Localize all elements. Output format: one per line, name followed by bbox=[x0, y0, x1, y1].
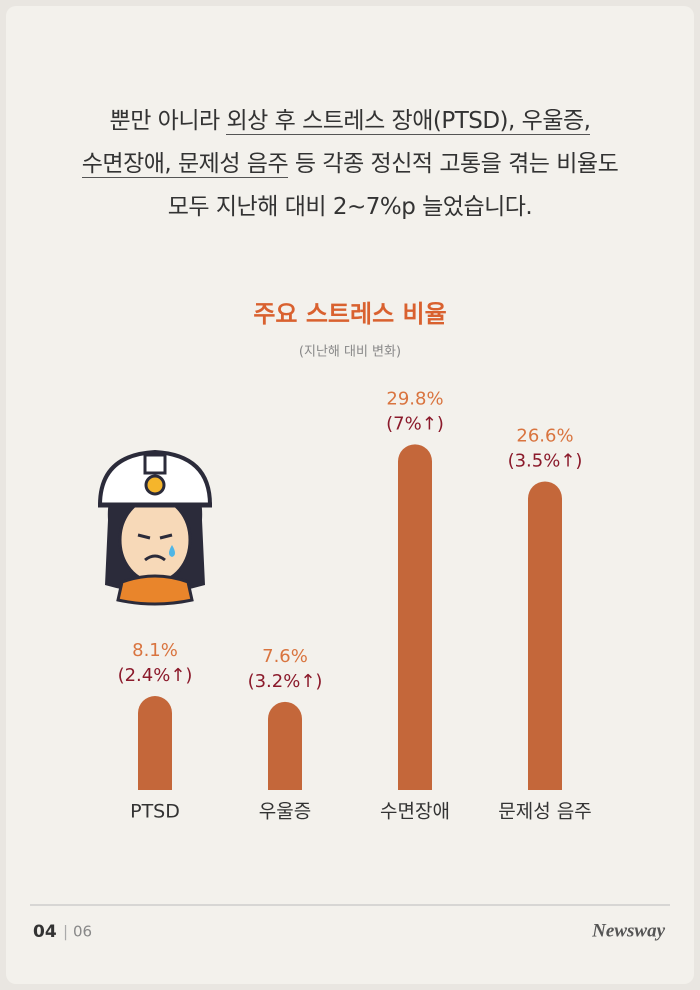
intro-segment: 수면장애, 문제성 음주 bbox=[81, 151, 289, 178]
intro-segment: 외상 후 스트레스 장애(PTSD), 우울증, bbox=[226, 108, 591, 135]
intro-line: 모두 지난해 대비 2~7%p 늘었습니다. bbox=[0, 186, 700, 229]
chart-subtitle: (지난해 대비 변화) bbox=[299, 345, 401, 360]
change-label: (3.5%↑) bbox=[508, 450, 583, 471]
brand: Newsway bbox=[591, 920, 665, 941]
value-label: 7.6% bbox=[262, 646, 308, 667]
intro-segment: 모두 지난해 대비 2~7%p 늘었습니다. bbox=[167, 194, 533, 220]
intro-segment: 뿐만 아니라 bbox=[109, 108, 227, 134]
x-tick-label: PTSD bbox=[130, 801, 180, 823]
value-label: 29.8% bbox=[386, 388, 443, 409]
firefighter-icon bbox=[97, 449, 213, 606]
change-label: (3.2%↑) bbox=[248, 671, 323, 692]
x-tick-label: 문제성 음주 bbox=[498, 801, 591, 823]
bar bbox=[528, 481, 562, 790]
page-number: 04 bbox=[33, 922, 57, 942]
intro-text: 뿐만 아니라 외상 후 스트레스 장애(PTSD), 우울증, 수면장애, 문제성… bbox=[0, 100, 700, 229]
bar bbox=[138, 696, 172, 790]
intro-line: 뿐만 아니라 외상 후 스트레스 장애(PTSD), 우울증, bbox=[0, 100, 700, 143]
separator: | bbox=[63, 923, 68, 941]
x-tick-label: 우울증 bbox=[259, 801, 311, 823]
value-label: 8.1% bbox=[132, 640, 178, 661]
bar bbox=[268, 701, 302, 790]
chart-title: 주요 스트레스 비율 bbox=[253, 300, 446, 328]
bar bbox=[398, 444, 432, 790]
value-label: 26.6% bbox=[516, 425, 573, 446]
intro-segment: 등 각종 정신적 고통을 겪는 비율도 bbox=[288, 151, 619, 177]
change-label: (2.4%↑) bbox=[118, 665, 193, 686]
x-tick-label: 수면장애 bbox=[380, 801, 450, 823]
change-label: (7%↑) bbox=[386, 413, 444, 434]
page-total: 06 bbox=[73, 923, 92, 941]
intro-line: 수면장애, 문제성 음주 등 각종 정신적 고통을 겪는 비율도 bbox=[0, 143, 700, 186]
